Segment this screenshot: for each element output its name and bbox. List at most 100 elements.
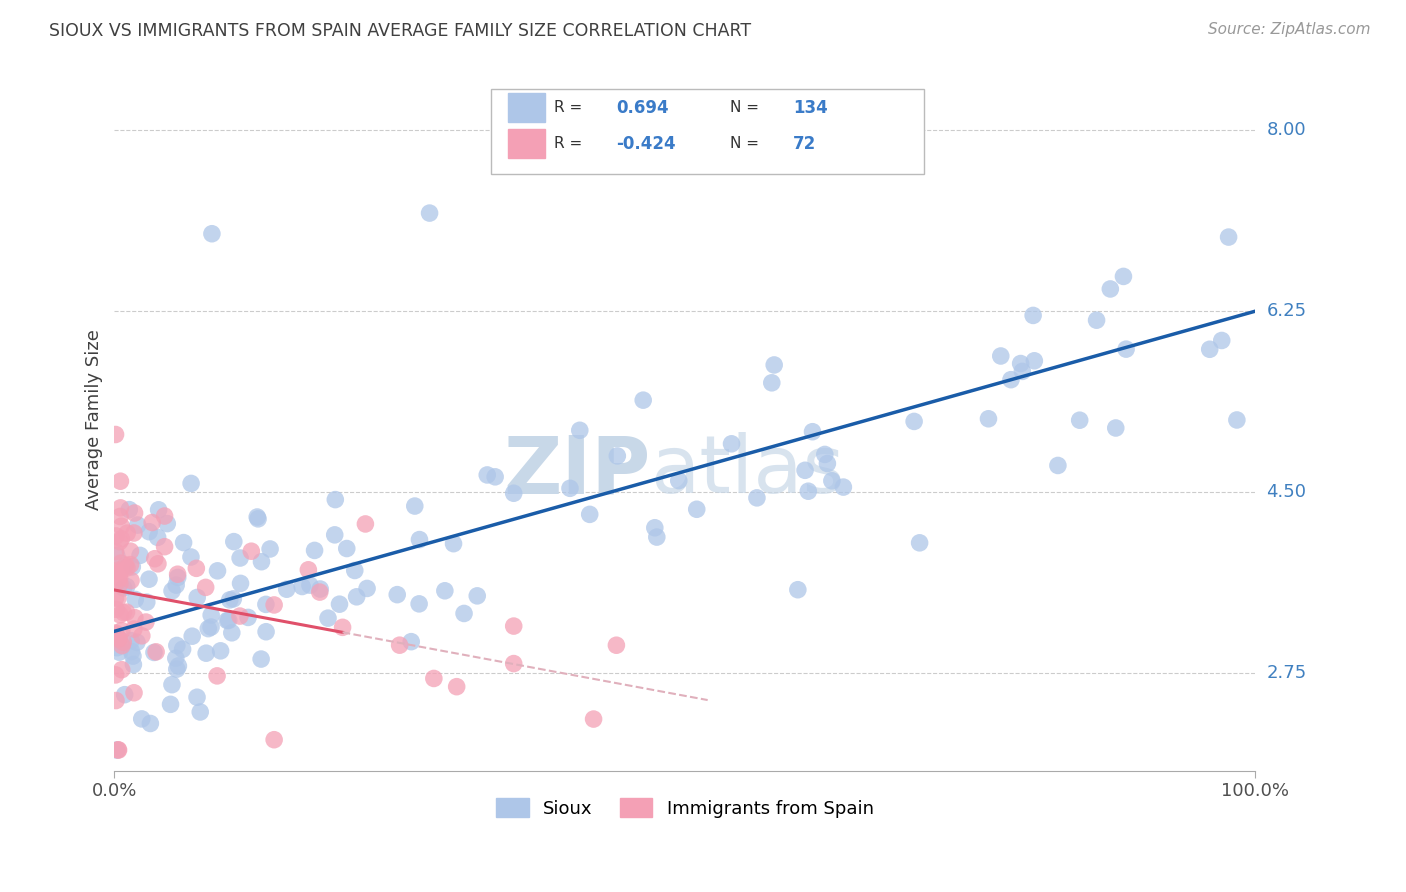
Point (105, 529, 128, 543)
Point (114, 558, 136, 573)
Point (763, 358, 786, 372)
Point (200, 608, 222, 623)
Point (112, 635, 135, 649)
Point (328, 597, 350, 611)
Legend: Sioux, Immigrants from Spain: Sioux, Immigrants from Spain (489, 791, 880, 825)
Point (399, 634, 422, 648)
Point (387, 588, 409, 602)
Point (247, 512, 270, 526)
Point (165, 578, 187, 592)
Point (105, 640, 128, 655)
Point (832, 480, 855, 494)
Point (484, 470, 506, 484)
Text: atlas: atlas (651, 433, 845, 510)
Point (129, 549, 152, 563)
Point (110, 500, 132, 515)
Point (104, 544, 127, 558)
Point (104, 626, 127, 640)
Point (668, 474, 690, 488)
Point (558, 481, 581, 495)
Point (145, 645, 167, 659)
Point (433, 583, 456, 598)
Point (122, 526, 145, 541)
Point (110, 532, 132, 546)
Point (263, 598, 285, 612)
Point (122, 657, 145, 672)
Point (645, 530, 668, 544)
Point (138, 572, 160, 586)
Point (908, 536, 931, 550)
Point (153, 509, 176, 524)
Point (105, 574, 128, 589)
Point (229, 576, 252, 591)
Point (977, 411, 1000, 425)
Point (188, 705, 211, 719)
Point (814, 447, 837, 461)
Point (186, 561, 208, 575)
Point (229, 551, 252, 566)
Point (194, 581, 217, 595)
Point (404, 499, 426, 513)
Point (205, 669, 228, 683)
Point (165, 651, 187, 665)
Point (114, 688, 136, 702)
Point (222, 534, 245, 549)
Point (250, 555, 273, 569)
Point (316, 611, 339, 625)
Point (332, 620, 354, 634)
Point (108, 534, 131, 549)
Point (107, 591, 129, 606)
Point (477, 467, 499, 482)
Point (104, 693, 127, 707)
Point (105, 602, 128, 616)
Point (240, 544, 263, 558)
Point (821, 474, 844, 488)
Point (122, 649, 145, 664)
Point (1010, 357, 1032, 371)
Point (815, 457, 838, 471)
Point (797, 484, 820, 499)
Point (110, 474, 132, 488)
Point (786, 582, 808, 597)
Point (172, 642, 194, 657)
Text: 72: 72 (793, 135, 817, 153)
Text: R =: R = (554, 136, 582, 152)
Point (209, 644, 232, 658)
Text: N =: N = (731, 100, 759, 115)
Point (146, 557, 169, 571)
Point (108, 509, 131, 524)
Point (108, 564, 131, 578)
Point (408, 597, 430, 611)
Point (1105, 421, 1128, 435)
Point (218, 593, 240, 607)
Point (138, 524, 160, 539)
Point (1046, 458, 1069, 473)
Point (139, 716, 162, 731)
Point (107, 631, 129, 645)
Point (197, 622, 219, 636)
Point (713, 144, 735, 158)
Point (180, 549, 202, 564)
Point (195, 646, 218, 660)
Point (720, 437, 742, 451)
Point (120, 574, 142, 588)
Point (218, 613, 240, 627)
Point (108, 571, 131, 585)
Y-axis label: Average Family Size: Average Family Size (86, 329, 103, 510)
Point (217, 614, 239, 628)
Point (107, 563, 129, 577)
Point (112, 606, 135, 620)
Point (107, 743, 129, 757)
Point (166, 570, 188, 584)
Point (160, 583, 183, 598)
Point (107, 743, 129, 757)
Point (502, 619, 524, 633)
Point (104, 427, 127, 442)
Point (180, 476, 202, 491)
Point (148, 503, 170, 517)
Point (1198, 343, 1220, 357)
Point (115, 561, 138, 575)
Text: 134: 134 (793, 99, 828, 117)
Point (110, 519, 132, 533)
Point (143, 551, 166, 566)
